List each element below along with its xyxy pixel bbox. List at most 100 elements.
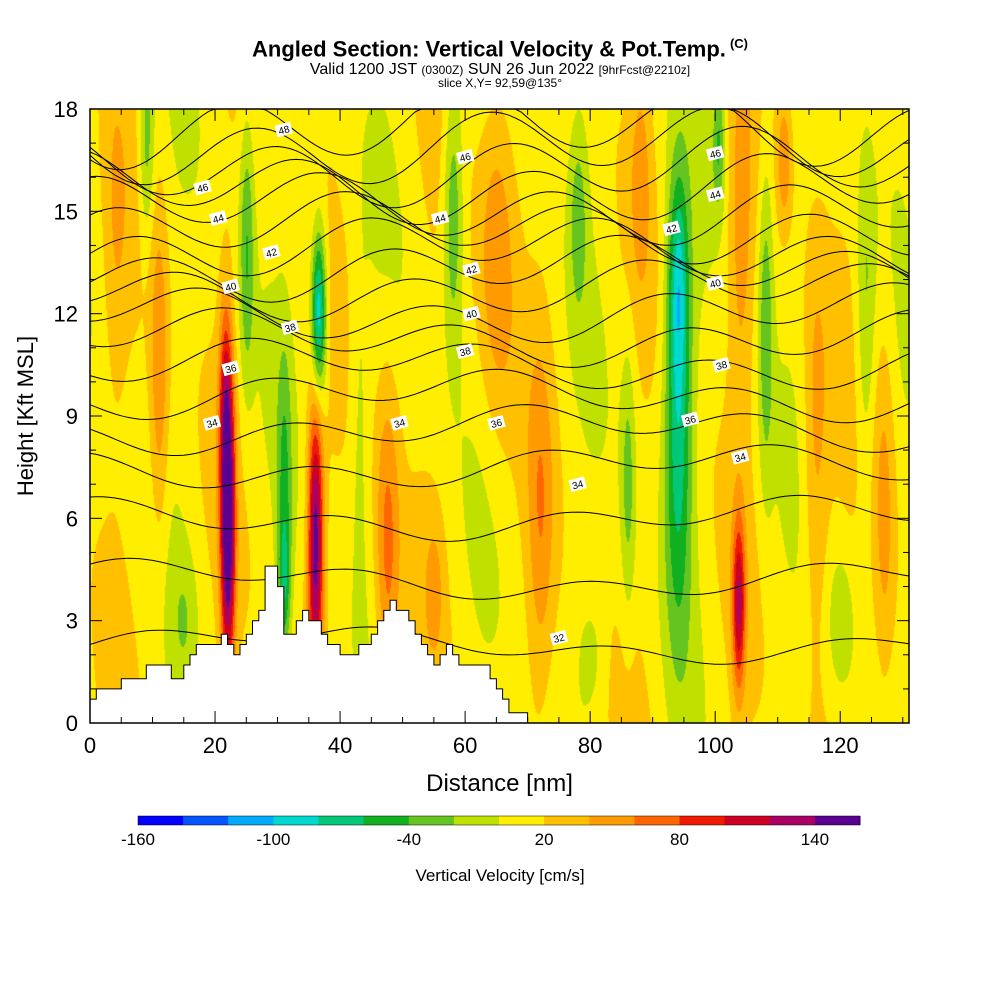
contour-label: 44 xyxy=(208,210,228,227)
contour-label-text: 34 xyxy=(571,479,585,493)
contour-line xyxy=(89,282,910,344)
contour-line xyxy=(89,368,910,424)
x-tick-label: 120 xyxy=(822,733,859,758)
contour-label-bg xyxy=(193,179,212,196)
colorbar-swatch xyxy=(138,816,184,825)
contour-label: 46 xyxy=(193,179,212,196)
contour-label-bg xyxy=(202,414,222,431)
slice-info: slice X,Y= 92,59@135° xyxy=(437,76,563,90)
contour-label-bg xyxy=(262,244,281,261)
contour-label: 34 xyxy=(568,476,587,493)
contour-label-text: 34 xyxy=(734,452,748,466)
contour-label-bg xyxy=(568,476,587,493)
contour-label-bg xyxy=(280,319,300,336)
y-axis-label: Height [Kft MSL] xyxy=(13,336,38,496)
colorbar: -160 -100 -40 20 80 140 Vertical Velocity [cm/… xyxy=(121,815,861,885)
contour-label: 42 xyxy=(662,220,681,237)
contour-label-bg xyxy=(455,343,475,360)
valid-utc: (0300Z) xyxy=(421,63,464,77)
contour-label: 40 xyxy=(705,275,725,291)
y-tick-label: 18 xyxy=(54,97,78,122)
contour-label-bg xyxy=(221,278,240,295)
colorbar-swatch xyxy=(408,816,455,825)
contour-line xyxy=(89,557,910,600)
colorbar-swatch xyxy=(499,816,545,825)
contour-label: 34 xyxy=(730,449,750,466)
colorbar-swatch xyxy=(183,816,229,825)
contour-label: 32 xyxy=(549,629,569,646)
colorbar-tick-label: 80 xyxy=(670,830,689,849)
colorbar-swatch xyxy=(363,816,410,825)
contour-label: 38 xyxy=(712,356,731,373)
x-tick-label: 0 xyxy=(84,733,96,758)
contour-label-text: 38 xyxy=(284,322,298,336)
contour-label: 48 xyxy=(274,121,294,138)
valid-date: SUN 26 Jun 2022 xyxy=(467,61,595,78)
x-axis-label: Distance [nm] xyxy=(426,770,573,797)
contour-line xyxy=(89,494,910,542)
contour-label-bg xyxy=(208,210,228,227)
contour-label-bg xyxy=(430,210,450,227)
contour-label-text: 38 xyxy=(715,359,729,373)
contour-line xyxy=(89,307,910,368)
contour-label-text: 42 xyxy=(265,247,279,261)
contour-label-text: 42 xyxy=(465,264,479,278)
contour-label-text: 42 xyxy=(665,223,679,237)
contour-line xyxy=(89,125,910,209)
colorbar-swatch xyxy=(814,816,861,825)
colorbar-swatch xyxy=(228,816,274,825)
contour-label-text: 36 xyxy=(224,363,238,377)
contour-label: 34 xyxy=(390,414,409,431)
contour-label-bg xyxy=(730,449,750,465)
contour-line xyxy=(89,108,910,186)
terrain xyxy=(89,565,541,724)
colorbar-swatch xyxy=(589,816,635,825)
contour-label: 44 xyxy=(705,186,725,203)
colorbar-swatch xyxy=(544,816,590,825)
y-tick-label: 6 xyxy=(66,506,78,531)
contour-label-text: 48 xyxy=(277,124,291,138)
y-tick-label: 3 xyxy=(66,609,78,634)
y-tick-label: 0 xyxy=(66,711,78,736)
colorbar-swatch xyxy=(273,816,319,825)
contour-label-bg xyxy=(549,629,569,646)
colorbar-swatch xyxy=(769,816,816,825)
contour-label-bg xyxy=(712,356,731,373)
contour-label: 36 xyxy=(487,414,506,431)
contour-label-text: 36 xyxy=(684,414,698,428)
contour-label-bg xyxy=(462,305,481,322)
chart-title: Angled Section: Vertical Velocity & Pot.… xyxy=(0,36,1000,62)
contour-line xyxy=(89,337,910,390)
contour-label-text: 44 xyxy=(434,213,448,227)
x-tick-label: 40 xyxy=(328,733,352,758)
colorbar-frame xyxy=(137,815,861,826)
colorbar-swatch xyxy=(453,816,500,825)
contour-label-text: 40 xyxy=(465,308,479,322)
contour-label-text: 34 xyxy=(393,417,407,431)
y-tick-label: 12 xyxy=(54,302,78,327)
contour-line xyxy=(89,404,910,456)
contour-label-bg xyxy=(705,145,725,162)
x-tick-label: 80 xyxy=(578,733,602,758)
contour-label: 42 xyxy=(462,261,481,278)
colorbar-tick-label: -40 xyxy=(396,830,421,849)
forecast-info: [9hrFcst@2210z] xyxy=(598,63,691,77)
colorbar-tick-label: -160 xyxy=(121,830,155,849)
contour-label-text: 34 xyxy=(206,417,220,431)
contour-label-bg xyxy=(662,220,681,237)
contour-label: 42 xyxy=(262,244,281,261)
contour-label-bg xyxy=(221,360,240,377)
contour-label: 36 xyxy=(680,411,700,428)
contour-label-text: 38 xyxy=(459,346,473,360)
contour-label-bg xyxy=(390,414,409,431)
contour-label: 46 xyxy=(705,145,725,162)
colorbar-tick-label: 140 xyxy=(801,830,829,849)
contour-label-bg xyxy=(487,414,506,431)
contour-label-text: 36 xyxy=(490,417,504,431)
contour-label-bg xyxy=(680,411,700,428)
colorbar-tick-label: -100 xyxy=(256,830,290,849)
x-tick-label: 100 xyxy=(697,733,734,758)
contour-label-text: 44 xyxy=(709,189,723,203)
y-tick-label: 15 xyxy=(54,199,78,224)
